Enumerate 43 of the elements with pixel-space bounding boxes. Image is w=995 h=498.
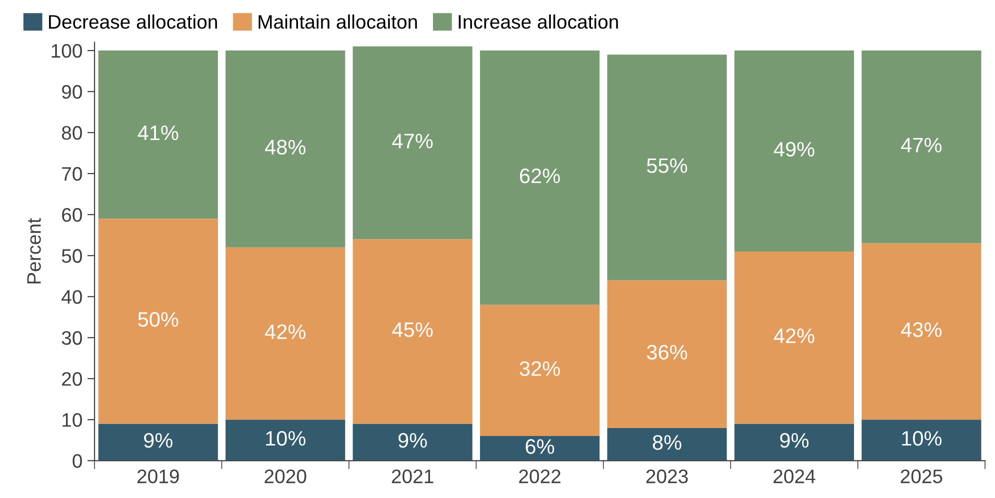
data-label: 50% xyxy=(138,312,178,327)
y-tick-label: 50 xyxy=(62,249,82,263)
data-label: 42% xyxy=(774,328,814,344)
data-label: 47% xyxy=(392,134,433,148)
data-label: 10% xyxy=(902,430,942,446)
x-tick-label: 2021 xyxy=(392,469,434,484)
data-label: 45% xyxy=(392,322,433,338)
data-label: 41% xyxy=(138,126,178,140)
y-tick-label: 100 xyxy=(52,44,82,58)
x-tick-label: 2025 xyxy=(900,469,942,484)
data-label: 32% xyxy=(520,361,560,376)
data-label: 47% xyxy=(901,138,942,152)
x-tick-label: 2022 xyxy=(519,469,560,484)
y-tick-label: 20 xyxy=(62,372,82,386)
y-tick-label: 30 xyxy=(62,331,82,345)
x-tick-label: 2020 xyxy=(264,469,306,484)
y-tick-label: 90 xyxy=(62,85,82,99)
data-label: 8% xyxy=(652,435,682,450)
data-label: 48% xyxy=(264,140,306,155)
data-label: 9% xyxy=(398,433,427,448)
x-tick-label: 2019 xyxy=(137,469,179,484)
data-label: 43% xyxy=(901,322,942,338)
legend-label: Maintain allocaiton xyxy=(258,14,417,29)
legend-label: Decrease allocation xyxy=(49,14,217,29)
data-label: 62% xyxy=(520,168,560,184)
data-label: 10% xyxy=(266,430,306,446)
data-label: 9% xyxy=(144,433,172,448)
data-label: 9% xyxy=(780,433,809,448)
data-label: 55% xyxy=(646,158,688,174)
y-tick-label: 60 xyxy=(62,208,82,222)
y-tick-label: 70 xyxy=(62,167,82,181)
x-tick-label: 2024 xyxy=(774,469,816,484)
y-axis-title: Percent xyxy=(27,218,41,284)
data-label: 6% xyxy=(526,439,554,454)
y-tick-label: 40 xyxy=(62,290,82,304)
y-tick-label: 0 xyxy=(72,454,82,468)
y-tick-label: 80 xyxy=(62,126,82,140)
x-tick-label: 2023 xyxy=(646,469,688,484)
data-label: 42% xyxy=(264,324,306,340)
y-tick-label: 10 xyxy=(62,413,82,427)
data-label: 49% xyxy=(774,142,814,157)
data-label: 36% xyxy=(646,344,688,360)
legend-label: Increase allocation xyxy=(458,14,618,29)
